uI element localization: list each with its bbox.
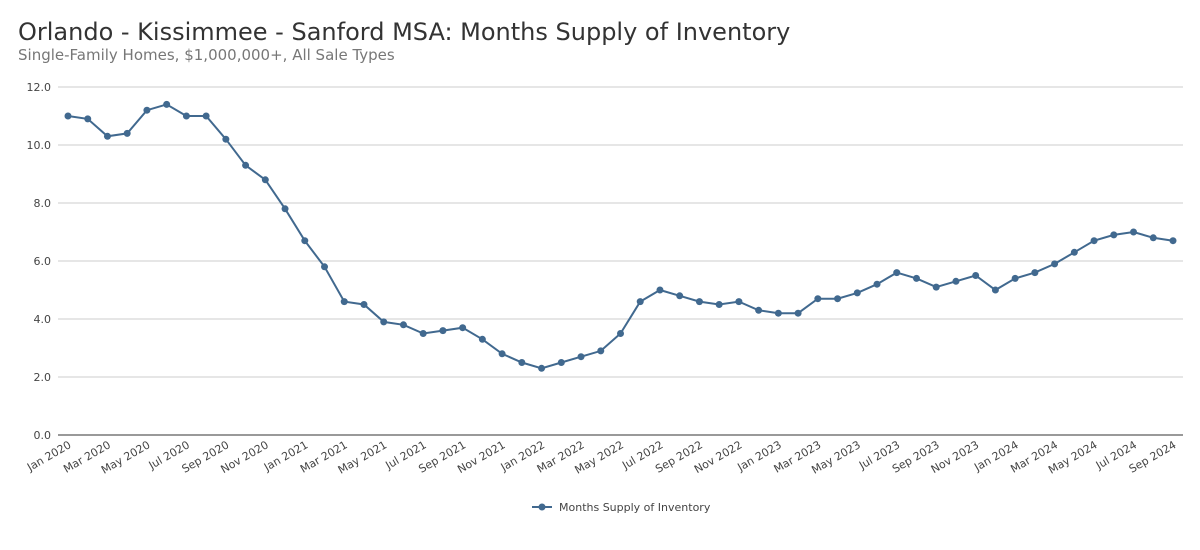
data-point [202,112,210,120]
y-tick-label: 8.0 [34,197,52,210]
data-point [1149,234,1157,242]
data-point [1169,237,1177,245]
data-point [774,309,782,317]
chart-subtitle: Single-Family Homes, $1,000,000+, All Sa… [18,46,395,64]
data-point [597,347,605,355]
data-point [538,364,546,372]
data-point [557,359,565,366]
y-tick-label: 6.0 [34,255,52,268]
data-point [735,298,743,306]
data-point [834,295,842,303]
data-point [222,135,230,143]
data-point [873,280,881,288]
data-point [261,176,269,184]
data-point [676,292,684,300]
data-point [419,330,427,337]
legend-label: Months Supply of Inventory [559,501,711,514]
data-point [853,289,861,297]
data-point [1090,237,1098,245]
data-point [952,277,960,285]
data-point [281,205,289,213]
data-point [1070,248,1078,256]
data-point [695,298,703,306]
data-point [123,129,131,137]
data-point [163,100,171,108]
y-tick-label: 10.0 [27,139,52,152]
data-point [518,359,526,366]
data-point [478,335,486,343]
data-point [991,286,999,294]
data-point [932,283,940,291]
data-point [143,106,151,114]
data-point [1110,231,1118,239]
data-point [1051,260,1059,268]
data-point [84,115,92,123]
y-tick-label: 2.0 [34,371,52,384]
data-point [399,321,407,329]
data-point [1130,228,1138,236]
data-point [636,298,644,306]
data-point [755,306,763,314]
chart-title: Orlando - Kissimmee - Sanford MSA: Month… [18,18,791,46]
data-point [498,350,506,358]
y-tick-label: 4.0 [34,313,52,326]
data-point [103,132,111,140]
data-point [340,298,348,306]
data-point [617,330,624,337]
data-point [577,353,585,361]
data-point [64,112,72,120]
data-point [912,274,920,282]
data-point [459,324,467,332]
data-point [360,301,368,308]
data-point [893,269,901,277]
data-point [182,112,190,120]
data-point [1011,274,1019,282]
data-point [794,309,802,317]
data-point [380,318,388,326]
series-line [67,103,1174,370]
data-point [715,301,723,308]
data-point [1031,269,1039,277]
y-tick-label: 0.0 [34,429,52,442]
data-point [439,327,447,335]
legend-marker [538,503,546,511]
data-point [301,237,309,245]
y-tick-label: 12.0 [27,81,52,94]
data-point [242,161,250,169]
data-point [972,272,980,279]
data-point [656,286,664,294]
data-point [321,263,329,271]
data-point [814,295,822,303]
